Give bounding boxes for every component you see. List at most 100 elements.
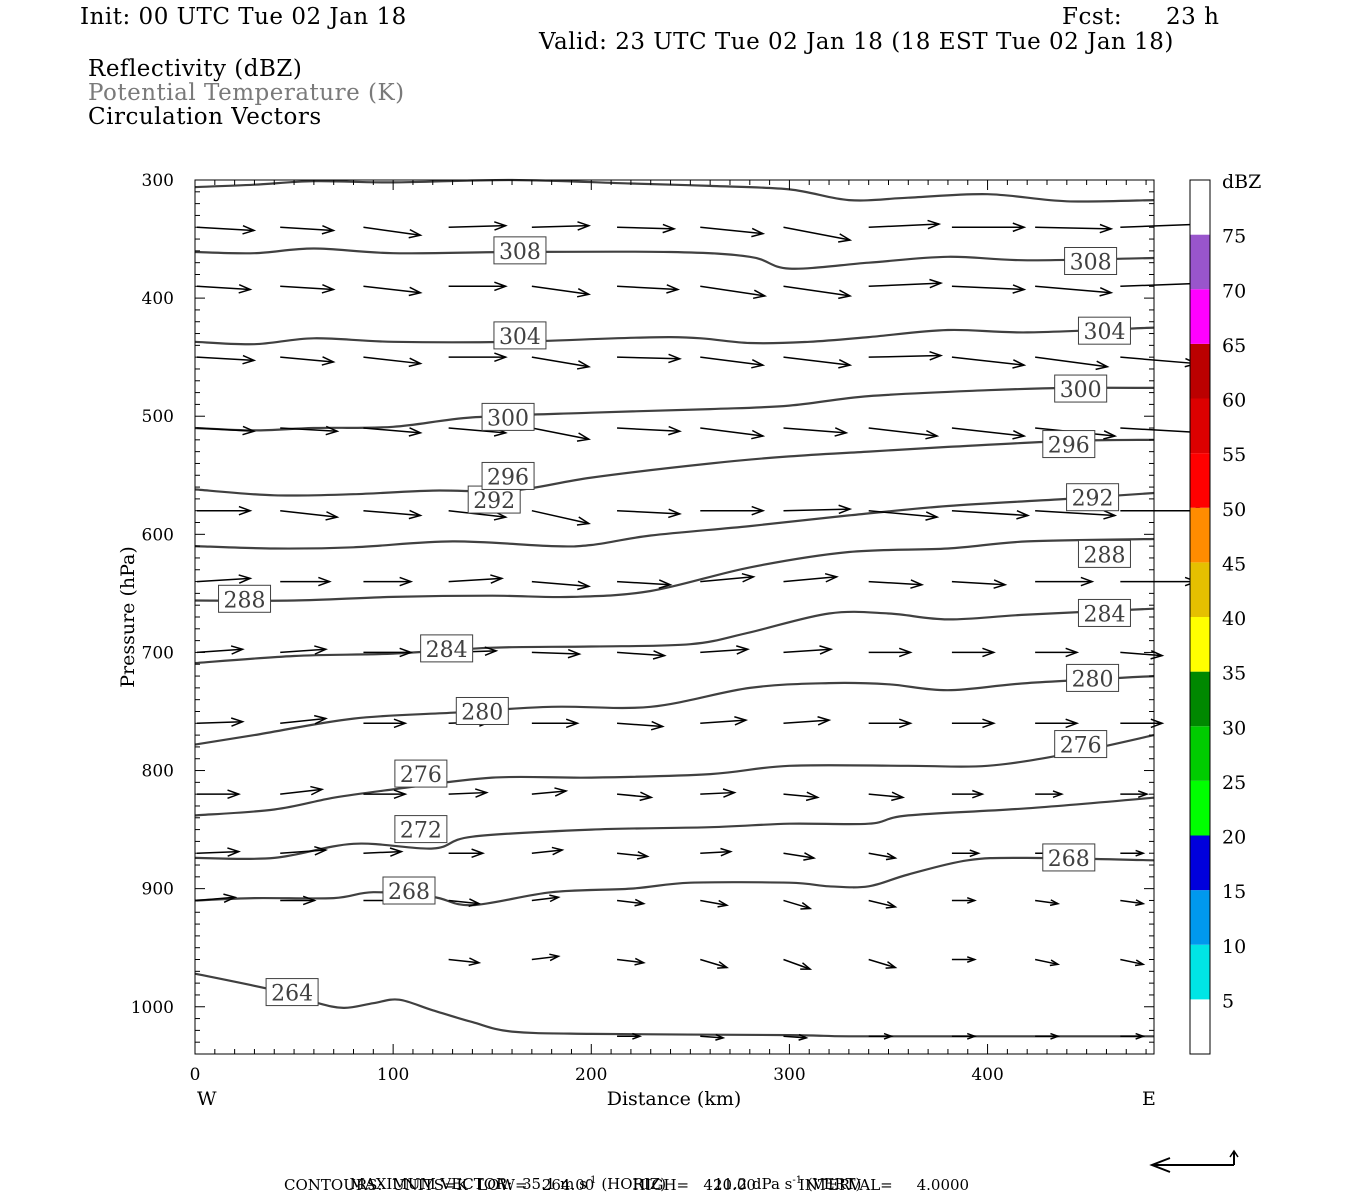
field-vectors-title: Circulation Vectors xyxy=(88,104,322,130)
circulation-vector xyxy=(1035,576,1095,587)
circulation-vector xyxy=(196,893,238,903)
colorbar-label: 70 xyxy=(1222,280,1246,302)
circulation-vector xyxy=(531,285,592,298)
circulation-vector xyxy=(197,505,253,516)
circulation-vector xyxy=(616,898,646,907)
contour-label-292: 292 xyxy=(467,485,521,514)
colorbar-swatch xyxy=(1190,835,1210,891)
circulation-vector xyxy=(783,716,832,726)
colorbar-frame xyxy=(1189,179,1211,1055)
contour-label-text: 292 xyxy=(1072,487,1114,512)
contour-label-292-east: 292 xyxy=(1066,483,1120,512)
contour-label-box xyxy=(1066,483,1120,512)
circulation-vector xyxy=(1120,958,1146,967)
contour-label-text: 272 xyxy=(400,819,442,844)
circulation-vector xyxy=(531,648,582,659)
circulation-vector xyxy=(868,791,906,802)
contour-label-264: 264 xyxy=(265,978,319,1007)
circulation-vector xyxy=(280,845,329,856)
contour-label-box xyxy=(382,876,436,905)
circulation-vector xyxy=(700,505,766,516)
circulation-vector xyxy=(868,219,942,230)
circulation-vector xyxy=(617,508,682,519)
circulation-vector xyxy=(363,285,423,297)
contour-label-box xyxy=(420,634,474,663)
circulation-vector xyxy=(448,221,508,231)
field-reflectivity-title: Reflectivity (dBZ) xyxy=(88,56,303,82)
circulation-vector xyxy=(783,645,834,655)
circulation-vector xyxy=(196,284,253,294)
contour-label-text: 276 xyxy=(1060,734,1102,759)
contour-label-text: 296 xyxy=(1048,434,1090,459)
circulation-vector xyxy=(868,647,913,658)
circulation-vector xyxy=(448,352,508,362)
contour-label-text: 268 xyxy=(388,880,430,905)
contour-label-300: 300 xyxy=(481,402,535,431)
circulation-vector xyxy=(868,718,913,729)
contours-info-line: CONTOURS: UNITS=K LOW= 264.00 HIGH= 420.… xyxy=(284,1176,970,1194)
contour-label-box xyxy=(1066,663,1120,692)
circulation-vector xyxy=(783,504,853,515)
theta-contour-268 xyxy=(194,856,1155,907)
circulation-vector xyxy=(531,953,561,962)
colorbar-swatch xyxy=(1190,726,1210,781)
circulation-vector xyxy=(363,789,408,799)
circulation-vector xyxy=(363,718,408,729)
contour-label-268: 268 xyxy=(382,876,436,905)
contour-label-text: 296 xyxy=(487,465,529,490)
circulation-vector xyxy=(1035,1032,1061,1040)
y-tick-label: 600 xyxy=(142,525,174,545)
circulation-vector xyxy=(783,356,853,369)
y-tick-label: 800 xyxy=(142,762,174,782)
circulation-vector xyxy=(280,785,325,796)
circulation-vector xyxy=(700,958,729,969)
colorbar-label: 55 xyxy=(1222,444,1246,466)
contour-label-text: 300 xyxy=(487,406,529,431)
circulation-vector xyxy=(783,791,820,802)
contour-label-box xyxy=(455,696,509,725)
theta-contours xyxy=(194,178,1155,1038)
circulation-vector xyxy=(617,223,677,234)
valid-time: Valid: 23 UTC Tue 02 Jan 18 (18 EST Tue … xyxy=(539,29,1174,55)
circulation-vector xyxy=(868,1032,894,1040)
x-tick-label: 200 xyxy=(575,1065,607,1085)
colorbar-swatch xyxy=(1190,944,1210,1000)
circulation-vector xyxy=(1035,790,1064,799)
axis-ticks xyxy=(194,179,1154,1055)
x-tick-label: 0 xyxy=(190,1065,201,1085)
colorbar-label: 45 xyxy=(1222,553,1246,575)
circulation-vector xyxy=(1035,223,1114,234)
y-tick-label: 1000 xyxy=(131,998,174,1018)
colorbar-swatch xyxy=(1190,562,1210,617)
contour-label-box xyxy=(467,485,521,514)
contour-label-text: 304 xyxy=(499,325,541,350)
circulation-vector xyxy=(951,284,1027,294)
forecast-hour-value: 23 h xyxy=(1166,4,1220,30)
circulation-vector xyxy=(196,847,241,857)
circulation-vector xyxy=(700,899,730,908)
theta-contour-312 xyxy=(194,178,1155,203)
contour-label-box xyxy=(481,461,535,490)
circulation-vector xyxy=(280,425,340,436)
circulation-vector xyxy=(700,847,733,857)
circulation-vector xyxy=(617,720,665,731)
circulation-vector xyxy=(448,788,489,798)
circulation-vector xyxy=(783,572,839,583)
init-time: Init: 00 UTC Tue 02 Jan 18 xyxy=(80,4,407,30)
contour-label-296-east: 296 xyxy=(1042,430,1096,459)
circulation-vector xyxy=(1120,649,1165,660)
colorbar-label: 50 xyxy=(1222,499,1246,521)
circulation-vector xyxy=(617,353,682,364)
circulation-vector xyxy=(363,427,423,437)
max-vert-exponent: -1 xyxy=(792,1175,803,1186)
circulation-vector xyxy=(783,226,853,243)
contour-label-296: 296 xyxy=(481,461,535,490)
circulation-vector xyxy=(951,849,981,858)
colorbar-label: 5 xyxy=(1222,990,1234,1012)
theta-contour-288 xyxy=(194,537,1155,602)
contour-label-text: 264 xyxy=(271,982,313,1007)
circulation-vector xyxy=(531,787,569,797)
theta-contour-300 xyxy=(194,386,1155,432)
contour-label-text: 284 xyxy=(426,638,468,663)
